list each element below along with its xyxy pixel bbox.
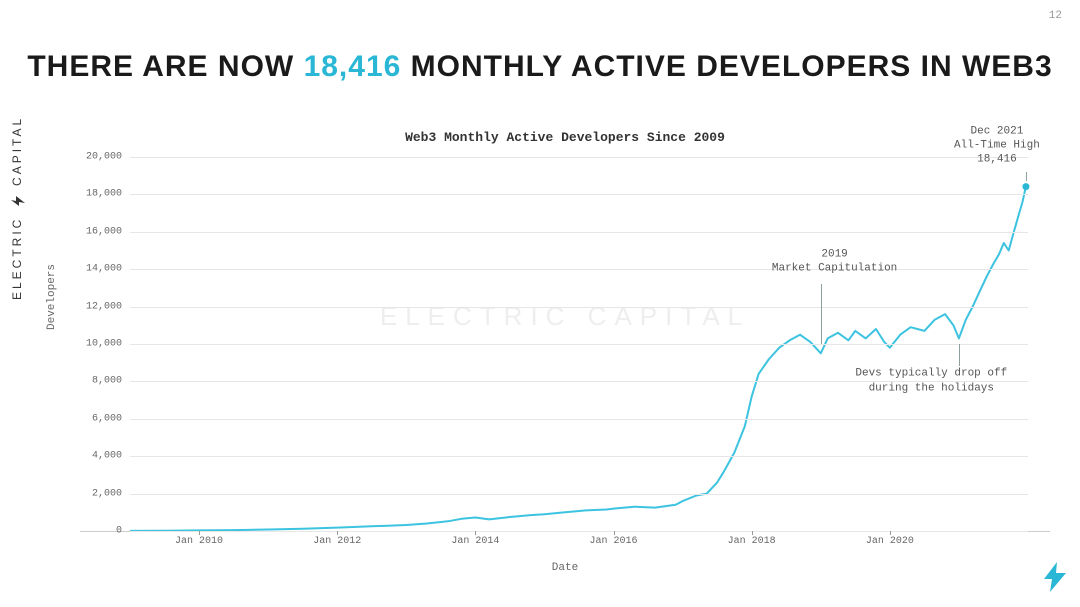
x-tick-mark: [475, 531, 476, 535]
y-tick-label: 2,000: [80, 488, 122, 499]
annotation-market-capitulation: 2019Market Capitulation: [772, 247, 897, 276]
y-tick-label: 8,000: [80, 376, 122, 387]
headline-value: 18,416: [304, 50, 402, 83]
headline: THERE ARE NOW 18,416 MONTHLY ACTIVE DEVE…: [0, 50, 1080, 84]
x-tick-label: Jan 2014: [451, 536, 499, 547]
plot-area: ELECTRIC CAPITAL 02,0004,0006,0008,00010…: [80, 151, 1050, 532]
bolt-icon: [1044, 562, 1066, 592]
x-axis-label: Date: [80, 562, 1050, 574]
line-chart-svg: [80, 151, 1050, 531]
annotation-all-time-high: Dec 2021All-Time High18,416: [954, 124, 1040, 167]
x-tick-label: Jan 2010: [175, 536, 223, 547]
y-tick-label: 0: [80, 526, 122, 537]
end-point: [1022, 183, 1029, 190]
headline-suffix: MONTHLY ACTIVE DEVELOPERS IN WEB3: [401, 50, 1052, 83]
annotation-pointer: [959, 344, 960, 366]
chart: Web3 Monthly Active Developers Since 200…: [80, 130, 1050, 570]
brand-right: CAPITAL: [10, 116, 24, 186]
x-tick-mark: [614, 531, 615, 535]
x-tick-mark: [752, 531, 753, 535]
y-tick-label: 12,000: [80, 301, 122, 312]
y-tick-label: 4,000: [80, 451, 122, 462]
grid-line: [130, 456, 1028, 457]
grid-line: [130, 157, 1028, 158]
x-tick-label: Jan 2018: [728, 536, 776, 547]
y-tick-label: 6,000: [80, 413, 122, 424]
grid-line: [130, 344, 1028, 345]
y-axis-label: Developers: [46, 264, 58, 330]
grid-line: [130, 232, 1028, 233]
grid-line: [130, 307, 1028, 308]
brand-left: ELECTRIC: [10, 217, 24, 300]
grid-line: [130, 419, 1028, 420]
grid-line: [130, 531, 1028, 532]
x-tick-mark: [890, 531, 891, 535]
chart-title: Web3 Monthly Active Developers Since 200…: [80, 130, 1050, 145]
y-tick-label: 18,000: [80, 189, 122, 200]
annotation-pointer: [1026, 172, 1027, 181]
headline-prefix: THERE ARE NOW: [27, 50, 303, 83]
annotation-holiday-drop: Devs typically drop offduring the holida…: [855, 367, 1007, 396]
bolt-logo: [1044, 562, 1066, 597]
y-tick-label: 20,000: [80, 152, 122, 163]
x-tick-mark: [199, 531, 200, 535]
y-tick-label: 10,000: [80, 339, 122, 350]
page-number: 12: [1049, 10, 1062, 22]
annotation-pointer: [821, 284, 822, 344]
x-tick-mark: [337, 531, 338, 535]
grid-line: [130, 494, 1028, 495]
brand-vertical: ELECTRIC CAPITAL: [10, 116, 25, 300]
bolt-icon: [11, 196, 25, 206]
data-line: [130, 187, 1026, 531]
y-tick-label: 14,000: [80, 264, 122, 275]
grid-line: [130, 194, 1028, 195]
x-tick-label: Jan 2020: [866, 536, 914, 547]
x-tick-label: Jan 2016: [590, 536, 638, 547]
x-tick-label: Jan 2012: [313, 536, 361, 547]
y-tick-label: 16,000: [80, 226, 122, 237]
